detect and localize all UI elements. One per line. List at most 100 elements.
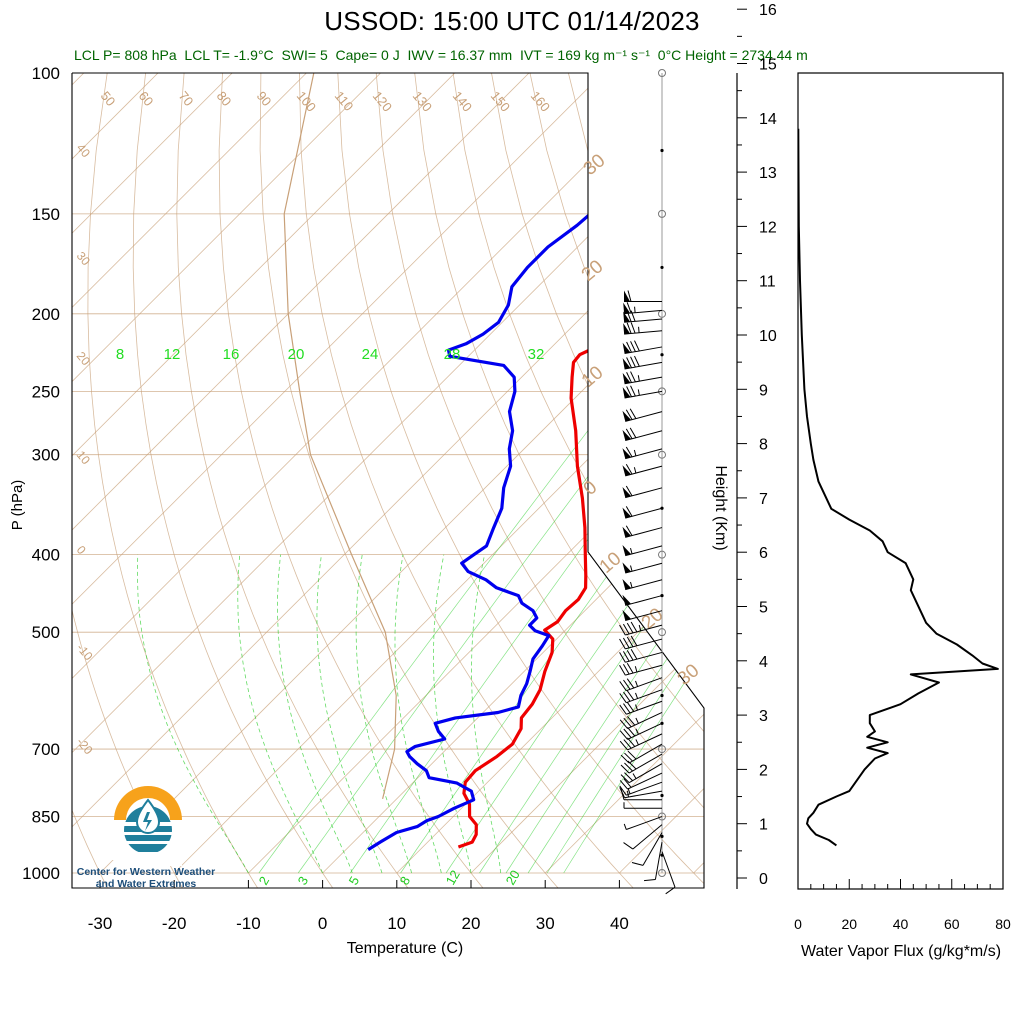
pressure-tick-label: 200 bbox=[32, 305, 60, 324]
wind-level-dot bbox=[660, 148, 664, 153]
isotherm-line bbox=[72, 73, 307, 874]
mixing-ratio-label: 32 bbox=[528, 346, 545, 363]
parcel-path-line bbox=[283, 73, 397, 800]
dry-adiabat-line bbox=[72, 73, 184, 888]
dewpoint-line bbox=[367, 200, 606, 851]
height-tick-label: 9 bbox=[759, 382, 768, 399]
wind-barb-staff bbox=[624, 376, 663, 385]
wind-barb-staff bbox=[627, 772, 663, 790]
wind-barb bbox=[622, 408, 663, 422]
wind-barb-flag bbox=[622, 358, 631, 369]
isotherm-line bbox=[619, 73, 704, 874]
wind-barb-full bbox=[620, 764, 630, 774]
wind-barb bbox=[620, 743, 663, 764]
wind-level-dot bbox=[660, 693, 664, 698]
flux-tick-label: 0 bbox=[794, 916, 802, 932]
wind-barb-half bbox=[637, 375, 640, 382]
wind-barb-staff bbox=[626, 781, 663, 796]
wind-barb-flag bbox=[622, 342, 631, 354]
wind-barb bbox=[622, 525, 663, 538]
mixing-ratio-lower-label: 3 bbox=[295, 874, 312, 888]
height-tick-label: 10 bbox=[759, 328, 777, 345]
wind-barb-full bbox=[626, 678, 635, 689]
wind-barb bbox=[619, 772, 663, 790]
wind-barb-full bbox=[629, 408, 637, 419]
mixing-ratio-line bbox=[527, 346, 704, 874]
wind-barb bbox=[623, 816, 663, 831]
chart-title: USSOD: 15:00 UTC 01/14/2023 bbox=[324, 6, 700, 36]
isotherm-line bbox=[72, 73, 604, 874]
moist-adiabat-line bbox=[237, 554, 323, 874]
wind-barb-full bbox=[619, 638, 626, 650]
isotherm-left-label: 40 bbox=[74, 141, 94, 160]
wind-barb-full bbox=[623, 717, 632, 728]
wind-barb-full bbox=[630, 356, 636, 368]
wind-barb-full bbox=[626, 357, 632, 368]
wind-barb-full bbox=[625, 525, 633, 536]
wind-barb-full bbox=[631, 862, 644, 866]
flux-axis-title: Water Vapor Flux (g/kg*m/s) bbox=[801, 943, 1001, 960]
dry-adiabat-line bbox=[375, 73, 704, 888]
wind-barb-full bbox=[624, 772, 633, 782]
isotherm-line bbox=[0, 73, 10, 873]
wind-barb-half bbox=[635, 704, 639, 711]
logo-text-line2: and Water Extremes bbox=[95, 878, 197, 890]
dry-adiabat-line bbox=[299, 73, 636, 888]
wind-barb-full bbox=[619, 740, 628, 751]
wind-barb-full bbox=[626, 386, 632, 397]
height-tick-label: 12 bbox=[759, 219, 777, 236]
wind-barb-full bbox=[626, 650, 634, 661]
wind-barb bbox=[622, 562, 663, 574]
wind-barb bbox=[619, 700, 663, 715]
wind-barb bbox=[619, 712, 663, 729]
dry-adiabat-line bbox=[72, 73, 109, 888]
isotherm-line bbox=[72, 73, 678, 874]
wind-barb bbox=[623, 824, 663, 850]
dry-adiabat-line bbox=[259, 73, 561, 888]
mixing-ratio-line bbox=[400, 346, 704, 874]
dry-adiabat-line bbox=[529, 73, 704, 888]
x-axis-title: Temperature (C) bbox=[347, 940, 463, 957]
swi-index: SWI= 5 bbox=[281, 47, 328, 63]
moist-adiabat-line bbox=[355, 554, 412, 874]
wind-barb-half bbox=[637, 389, 640, 396]
moist-adiabat-line bbox=[277, 554, 353, 874]
wind-barb-staff bbox=[661, 851, 676, 888]
wind-barb-half bbox=[635, 692, 639, 699]
wind-barb bbox=[619, 635, 663, 650]
wind-barb-full bbox=[629, 427, 637, 438]
wind-barb-full bbox=[619, 785, 627, 796]
wind-barb bbox=[622, 355, 663, 370]
wind-barb bbox=[661, 851, 676, 895]
wind-barb-full bbox=[630, 385, 636, 397]
wind-barb-full bbox=[626, 322, 632, 334]
wind-barb-flag bbox=[622, 448, 632, 459]
wind-barb bbox=[619, 649, 663, 663]
wind-barb-full bbox=[626, 662, 634, 674]
wind-barb-full bbox=[630, 621, 638, 633]
wind-barb-staff bbox=[624, 361, 663, 370]
dry-adiabat-line bbox=[337, 73, 704, 888]
wind-barb-full bbox=[627, 760, 637, 770]
wind-barb-half bbox=[623, 823, 627, 830]
wind-barb-staff bbox=[626, 689, 663, 704]
isotherm-label: 110 bbox=[332, 88, 357, 114]
freezing-level-height: 0°C Height = 2734.44 m bbox=[657, 47, 808, 63]
flux-tick-label: 40 bbox=[893, 916, 909, 932]
mixing-ratio-lower-label: 2 bbox=[256, 874, 273, 888]
wind-barb-full bbox=[623, 842, 634, 850]
wind-barb bbox=[622, 506, 663, 519]
dry-adiabat-line bbox=[644, 73, 704, 888]
isotherm-line bbox=[72, 73, 159, 874]
wind-barb-full bbox=[622, 637, 630, 649]
wind-barb bbox=[619, 621, 663, 636]
wind-barb-full bbox=[630, 310, 636, 322]
wind-barb-staff bbox=[624, 309, 663, 315]
ivt-value: IVT = 169 kg m⁻¹ s⁻¹ bbox=[519, 47, 651, 63]
wind-barb-flag bbox=[622, 545, 632, 556]
calm-wind-circle bbox=[658, 869, 666, 877]
iwv-value: IWV = 16.37 mm bbox=[407, 47, 513, 63]
dry-adiabat-line bbox=[799, 73, 1024, 890]
isotherm-line bbox=[396, 73, 704, 874]
wind-barb-staff bbox=[626, 816, 663, 831]
